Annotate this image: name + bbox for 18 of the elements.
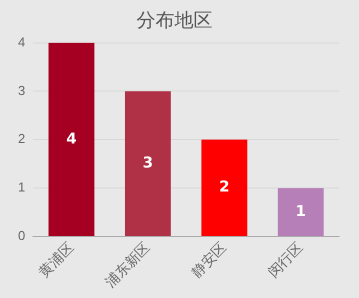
- x-tick-label: 黄浦区: [35, 239, 76, 280]
- data-label: 1: [296, 202, 306, 220]
- bar: [278, 188, 324, 236]
- y-tick-label: 3: [18, 82, 26, 98]
- data-label: 2: [219, 178, 230, 196]
- x-tick-label: 静安区: [188, 239, 230, 280]
- y-tick-label: 2: [18, 131, 26, 146]
- y-tick-label: 4: [18, 34, 26, 50]
- x-tick-label: 闵行区: [264, 239, 306, 280]
- data-label: 3: [142, 154, 154, 172]
- bar: [48, 42, 94, 236]
- y-tick-label: 1: [18, 180, 26, 195]
- data-label: 4: [66, 129, 77, 148]
- x-tick-label: 浦东新区: [102, 239, 153, 290]
- bar: [201, 140, 248, 236]
- chart-title: 分布地区: [136, 9, 212, 32]
- y-tick-label: 0: [18, 228, 26, 244]
- bar: [124, 91, 171, 236]
